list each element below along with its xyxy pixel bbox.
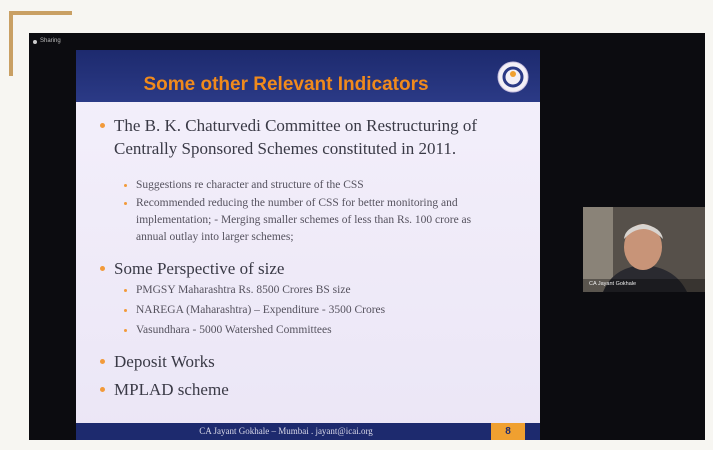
bullet-text: Some Perspective of size [114, 257, 494, 280]
participant-video [583, 207, 705, 292]
sub-bullet-text: Suggestions re character and structure o… [136, 177, 486, 194]
sub-bullet-text: Recommended reducing the number of CSS f… [136, 195, 486, 246]
participant-name: CA Jayant Gokhale [589, 281, 636, 287]
bullet-text: Deposit Works [114, 350, 494, 373]
bullet-marker [100, 123, 105, 128]
bullet-text: The B. K. Chaturvedi Committee on Restru… [114, 114, 494, 160]
sub-bullet-marker [124, 309, 127, 312]
shared-slide: Some other Relevant Indicators The B. K.… [76, 50, 540, 440]
sub-bullet-marker [124, 202, 127, 205]
sub-bullet-text: NAREGA (Maharashtra) – Expenditure - 350… [136, 302, 486, 319]
bullet-text: MPLAD scheme [114, 378, 494, 401]
sub-bullet-marker [124, 289, 127, 292]
status-icon [33, 40, 37, 44]
bullet-marker [100, 387, 105, 392]
slide-footer: CA Jayant Gokhale – Mumbai . jayant@icai… [76, 423, 540, 440]
logo [496, 60, 530, 94]
footer-text: CA Jayant Gokhale – Mumbai . jayant@icai… [76, 426, 496, 436]
sub-bullet-text: PMGSY Maharashtra Rs. 8500 Crores BS siz… [136, 282, 486, 299]
status-label: Sharing [40, 38, 61, 44]
bullet-marker [100, 266, 105, 271]
slide-header: Some other Relevant Indicators [76, 50, 540, 102]
sub-bullet-marker [124, 329, 127, 332]
bullet-marker [100, 359, 105, 364]
slide-title: Some other Relevant Indicators [76, 74, 496, 96]
video-tile: CA Jayant Gokhale [583, 207, 705, 292]
sub-bullet-text: Vasundhara - 5000 Watershed Committees [136, 322, 486, 339]
sub-bullet-marker [124, 184, 127, 187]
page: {"window": {"status": "Sharing"}, "slide… [0, 0, 713, 450]
page-number: 8 [491, 423, 525, 440]
